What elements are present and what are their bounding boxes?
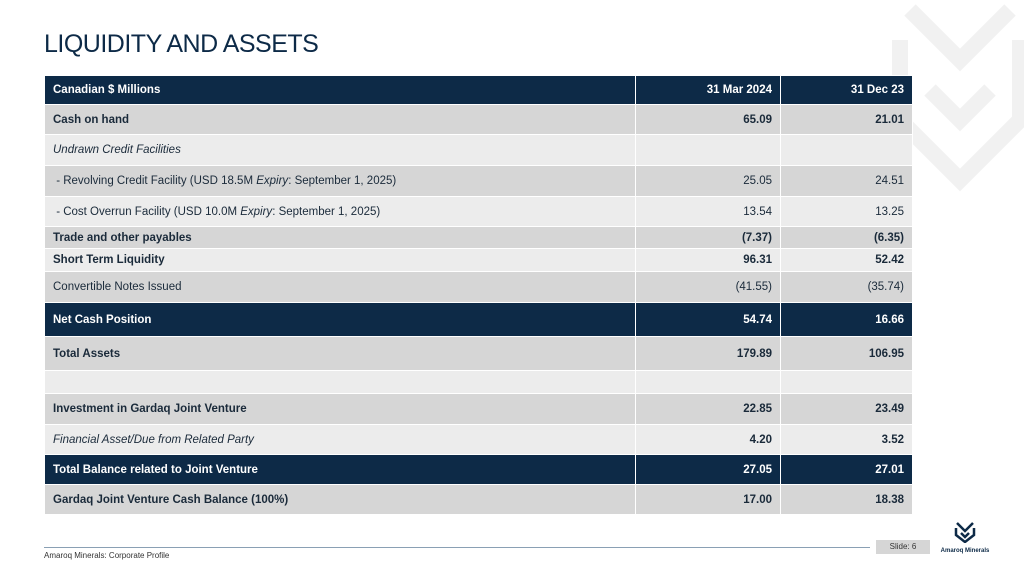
table-row: Short Term Liquidity 96.31 52.42 (44, 248, 913, 272)
label-cell: Short Term Liquidity (44, 248, 636, 272)
value-cell: 21.01 (780, 104, 913, 135)
table-row: Undrawn Credit Facilities (44, 134, 913, 166)
value-cell: 106.95 (780, 336, 913, 371)
label-cell: Undrawn Credit Facilities (44, 134, 636, 166)
label-part: - Revolving Credit Facility (USD 18.5M (53, 175, 257, 187)
value-cell: (6.35) (780, 226, 913, 249)
value-cell (635, 134, 781, 166)
value-cell: 4.20 (635, 424, 781, 455)
value-cell: 18.38 (780, 484, 913, 515)
value-cell: 65.09 (635, 104, 781, 135)
label-cell (44, 370, 636, 394)
value-cell: 23.49 (780, 393, 913, 425)
label-part: Expiry (256, 175, 289, 187)
value-cell: 13.25 (780, 196, 913, 227)
label-part: Expiry (240, 205, 273, 218)
footer-text: Amaroq Minerals: Corporate Profile (44, 551, 170, 560)
table-row: Cash on hand 65.09 21.01 (44, 104, 913, 135)
value-cell: 3.52 (780, 424, 913, 455)
value-cell: 24.51 (780, 165, 913, 197)
table-row: Investment in Gardaq Joint Venture 22.85 2… (44, 393, 913, 425)
value-cell: 54.74 (635, 302, 781, 337)
value-cell: 22.85 (635, 393, 781, 425)
table-row: Net Cash Position 54.74 16.66 (44, 302, 913, 337)
table-row: Financial Asset/Due from Related Party 4.… (44, 424, 913, 455)
label-cell: Gardaq Joint Venture Cash Balance (100%) (44, 484, 636, 515)
value-cell: 27.05 (635, 454, 781, 485)
value-cell (780, 370, 913, 394)
table-row: Total Balance related to Joint Venture 27… (44, 454, 913, 485)
table: Canadian $ Millions 31 Mar 2024 31 Dec 2… (44, 75, 913, 515)
slide-number: Slide: 6 (876, 540, 930, 554)
logo-mark (954, 522, 976, 544)
table-row: Convertible Notes Issued (41.55) (35.74) (44, 271, 913, 303)
value-cell: 13.54 (635, 196, 781, 227)
title: LIQUIDITY AND ASSETS (44, 30, 319, 58)
label-cell: Investment in Gardaq Joint Venture (44, 393, 636, 425)
header-row: Canadian $ Millions 31 Mar 2024 31 Dec 2… (44, 75, 913, 105)
logo: Amaroq Minerals (940, 521, 990, 554)
label-part: : September 1, 2025) (288, 175, 397, 187)
label-cell: - Cost Overrun Facility (USD 10.0M Expir… (44, 196, 636, 227)
label-cell: Total Assets (44, 336, 636, 371)
label-cell: Total Balance related to Joint Venture (44, 454, 636, 485)
label-cell: Cash on hand (44, 104, 636, 135)
label-cell: Net Cash Position (44, 302, 636, 337)
value-cell: 96.31 (635, 248, 781, 272)
value-cell: 52.42 (780, 248, 913, 272)
label-cell: Financial Asset/Due from Related Party (44, 424, 636, 455)
value-cell: (35.74) (780, 271, 913, 303)
value-cell: 16.66 (780, 302, 913, 337)
label-cell: Convertible Notes Issued (44, 271, 636, 303)
value-cell: (41.55) (635, 271, 781, 303)
table-row: Total Assets 179.89 106.95 (44, 336, 913, 371)
table-row: Gardaq Joint Venture Cash Balance (100%)… (44, 484, 913, 515)
table-row (44, 370, 913, 394)
table-row: - Revolving Credit Facility (USD 18.5M E… (44, 165, 913, 197)
value-cell: 17.00 (635, 484, 781, 515)
label-part: - Cost Overrun Facility (USD 10.0M (53, 205, 241, 218)
value-cell: (7.37) (635, 226, 781, 249)
table-row: - Cost Overrun Facility (USD 10.0M Expir… (44, 196, 913, 227)
header-cell: Canadian $ Millions (44, 75, 636, 105)
label-part: : September 1, 2025) (272, 205, 381, 218)
table-row: Trade and other payables (7.37) (6.35) (44, 226, 913, 249)
value-cell: 27.01 (780, 454, 913, 485)
header-cell: 31 Dec 23 (780, 75, 913, 105)
value-cell (780, 134, 913, 166)
value-cell: 25.05 (635, 165, 781, 197)
value-cell (635, 370, 781, 394)
footer-rule (44, 547, 870, 548)
logo-text: Amaroq Minerals (940, 548, 990, 554)
label-cell: Trade and other payables (44, 226, 636, 249)
value-cell: 179.89 (635, 336, 781, 371)
header-cell: 31 Mar 2024 (635, 75, 781, 105)
label-cell: - Revolving Credit Facility (USD 18.5M E… (44, 165, 636, 197)
